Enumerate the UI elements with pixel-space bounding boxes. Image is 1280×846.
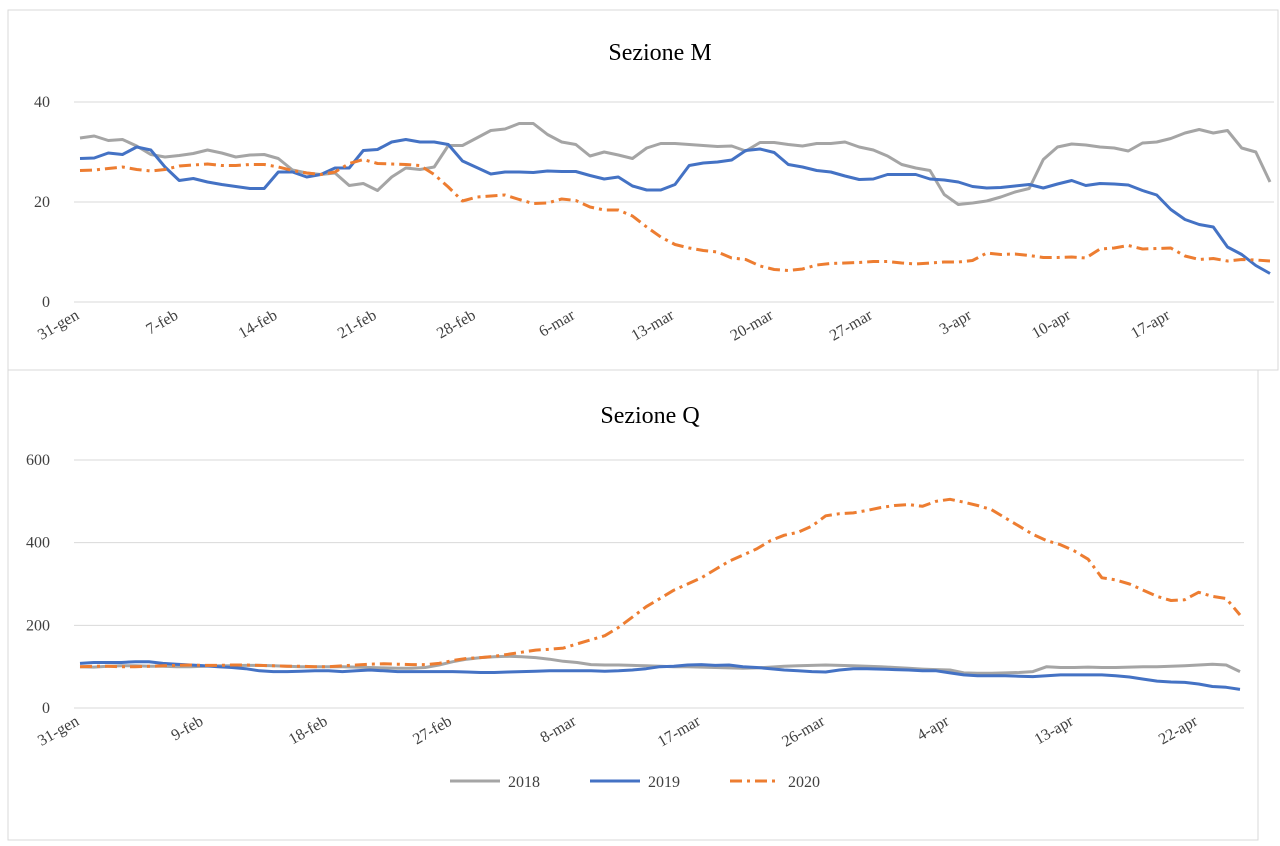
y-tick-label: 40 bbox=[34, 94, 50, 111]
y-tick-label: 0 bbox=[42, 700, 50, 717]
legend-label: 2018 bbox=[508, 774, 540, 791]
x-tick-label: 20-mar bbox=[728, 306, 777, 344]
x-tick-label: 3-apr bbox=[937, 306, 975, 338]
x-tick-label: 9-feb bbox=[169, 713, 207, 745]
x-tick-label: 14-feb bbox=[236, 307, 281, 343]
x-tick-label: 10-apr bbox=[1029, 306, 1074, 342]
chart-frame bbox=[7, 369, 1259, 841]
chart-title: Sezione Q bbox=[600, 403, 699, 429]
x-tick-label: 28-feb bbox=[434, 307, 479, 343]
x-tick-label: 13-mar bbox=[628, 306, 677, 344]
x-tick-label: 8-mar bbox=[538, 712, 580, 746]
x-tick-label: 31-gen bbox=[35, 713, 82, 750]
series-line bbox=[79, 660, 1241, 691]
x-tick-label: 27-feb bbox=[410, 713, 455, 749]
x-tick-label: 4-apr bbox=[914, 712, 952, 744]
series-line bbox=[79, 122, 1272, 206]
x-tick-label: 6-mar bbox=[536, 306, 578, 340]
series-line bbox=[79, 497, 1242, 669]
series-line bbox=[79, 158, 1271, 272]
legend-label: 2019 bbox=[648, 774, 680, 791]
x-tick-label: 22-apr bbox=[1156, 712, 1201, 748]
x-tick-label: 7-feb bbox=[143, 307, 181, 339]
x-tick-label: 17-apr bbox=[1128, 306, 1173, 342]
x-tick-label: 17-mar bbox=[655, 712, 704, 750]
x-tick-label: 31-gen bbox=[35, 307, 82, 344]
x-tick-label: 13-apr bbox=[1032, 712, 1077, 748]
y-tick-label: 600 bbox=[26, 452, 50, 469]
x-tick-label: 18-feb bbox=[286, 713, 331, 749]
x-tick-label: 21-feb bbox=[335, 307, 380, 343]
x-tick-label: 26-mar bbox=[779, 712, 828, 750]
x-tick-label: 27-mar bbox=[827, 306, 876, 344]
y-tick-label: 0 bbox=[42, 294, 50, 311]
y-tick-label: 200 bbox=[26, 617, 50, 634]
chart-title: Sezione M bbox=[608, 40, 711, 66]
legend-label: 2020 bbox=[788, 774, 820, 791]
series-line bbox=[79, 138, 1271, 275]
y-tick-label: 20 bbox=[34, 194, 50, 211]
y-tick-label: 400 bbox=[26, 535, 50, 552]
